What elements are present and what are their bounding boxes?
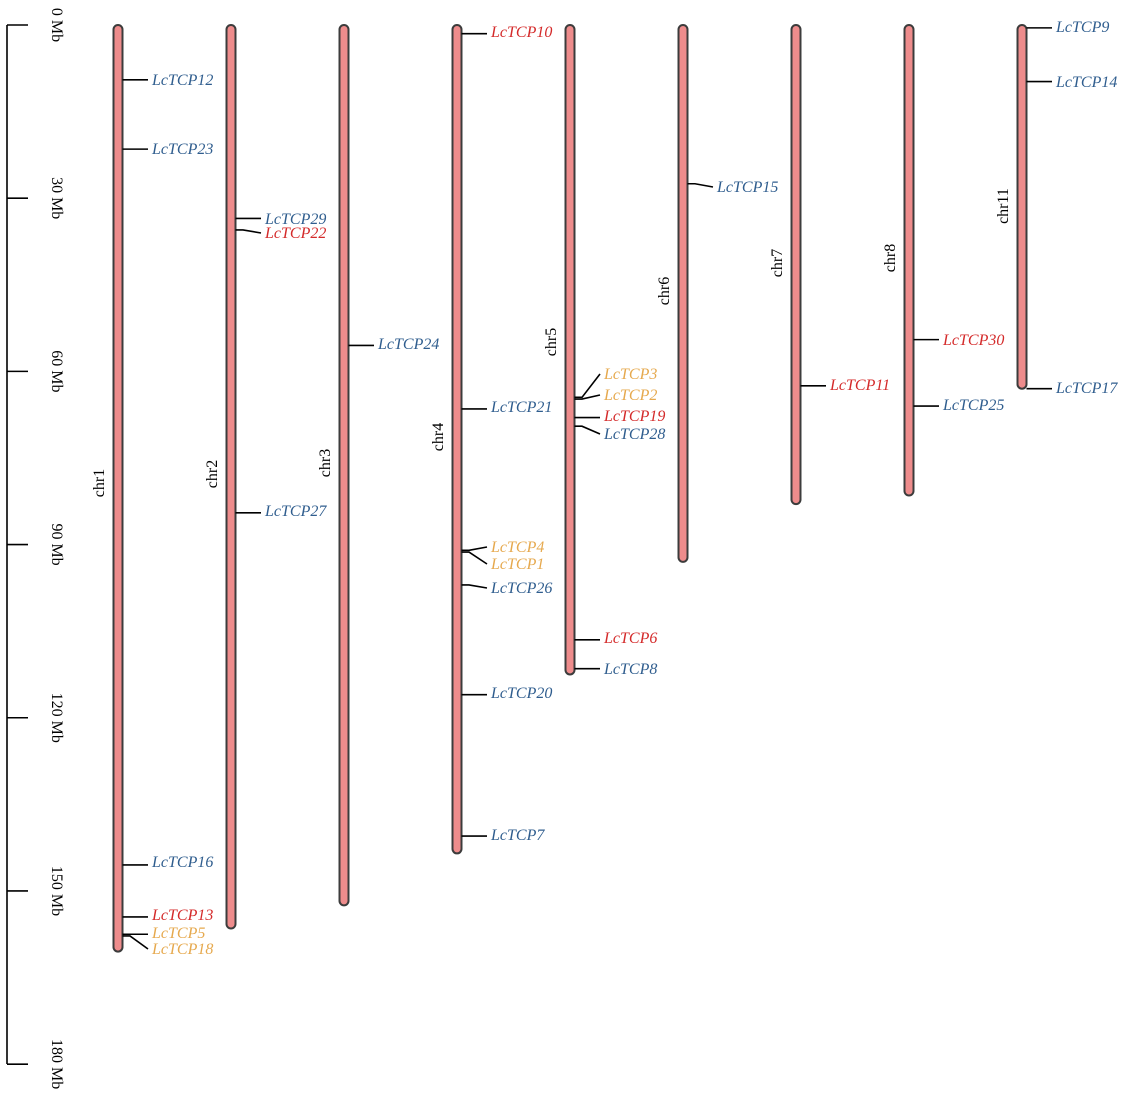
gene-label: LcTCP13 <box>151 907 213 924</box>
scale-tick-label: 150 Mb <box>48 866 65 916</box>
chromosome-bar <box>564 24 576 676</box>
chromosome-chr7: chr7 LcTCP11 <box>769 24 890 506</box>
chromosome-bar <box>1016 24 1028 390</box>
gene-connector <box>574 373 601 399</box>
scale-tick-label: 90 Mb <box>48 523 65 565</box>
gene-label: LcTCP10 <box>490 24 552 41</box>
gene-label: LcTCP5 <box>151 925 205 942</box>
chromosome-chr3: chr3 LcTCP24 <box>317 24 439 907</box>
gene-label: LcTCP2 <box>603 387 657 404</box>
scale-tick-label: 60 Mb <box>48 350 65 392</box>
gene-connector <box>235 229 262 234</box>
chromosome-bar <box>225 24 237 930</box>
scale-tick-label: 180 Mb <box>48 1039 65 1089</box>
gene-label: LcTCP6 <box>603 630 657 647</box>
chromosome-chr6: chr6 LcTCP15 <box>656 24 778 563</box>
chromosome-chr8: chr8 LcTCP30 LcTCP25 <box>882 24 1004 497</box>
gene-label: LcTCP21 <box>490 399 552 416</box>
gene-label: LcTCP23 <box>151 141 213 158</box>
gene-label: LcTCP25 <box>942 397 1004 414</box>
gene-label: LcTCP18 <box>151 941 213 958</box>
gene-label: LcTCP30 <box>942 332 1004 349</box>
chromosome-label: chr8 <box>882 244 899 272</box>
gene-connector <box>574 425 601 435</box>
gene-label: LcTCP7 <box>490 827 545 844</box>
gene-connector <box>574 394 601 400</box>
chromosome-bar <box>677 24 689 563</box>
chromosome-label: chr7 <box>769 249 786 277</box>
scale-tick-label: 30 Mb <box>48 177 65 219</box>
chromosome-chr1: chr1 LcTCP12 LcTCP23 LcTCP16 LcTCP13LcTCP5Lc… <box>91 24 213 958</box>
gene-label: LcTCP12 <box>151 72 213 89</box>
gene-connector <box>461 551 488 565</box>
scale-tick-label: 120 Mb <box>48 693 65 743</box>
chromosome-label: chr11 <box>995 188 1012 224</box>
chromosome-bar <box>112 24 124 953</box>
gene-label: LcTCP4 <box>490 539 544 556</box>
chromosome-label: chr1 <box>91 469 108 497</box>
gene-label: LcTCP15 <box>716 179 778 196</box>
gene-label: LcTCP26 <box>490 580 552 597</box>
gene-connector <box>687 182 714 188</box>
gene-label: LcTCP20 <box>490 685 552 702</box>
chromosome-label: chr5 <box>543 328 560 356</box>
gene-label: LcTCP17 <box>1055 380 1118 397</box>
chromosome-label: chr2 <box>204 460 221 488</box>
gene-label: LcTCP22 <box>264 225 326 242</box>
chromosome-chr11: chr11 LcTCP9 LcTCP14 LcTCP17 <box>995 19 1118 397</box>
chromosomes: chr1LcTCP12LcTCP23LcTCP16LcTCP13LcTCP5Lc… <box>91 19 1118 958</box>
gene-label: LcTCP8 <box>603 661 657 678</box>
gene-connector <box>461 546 488 552</box>
chromosome-bar <box>903 24 915 497</box>
gene-label: LcTCP16 <box>151 854 213 871</box>
gene-label: LcTCP28 <box>603 426 665 443</box>
gene-connector <box>122 935 149 950</box>
gene-label: LcTCP11 <box>829 377 890 394</box>
gene-label: LcTCP19 <box>603 408 665 425</box>
scale-bar: 0 Mb 30 Mb 60 Mb 90 Mb 120 Mb 150 Mb 180 Mb <box>6 8 65 1089</box>
gene-label: LcTCP1 <box>490 556 544 573</box>
gene-label: LcTCP27 <box>264 503 327 520</box>
chromosome-bar <box>790 24 802 506</box>
chromosome-label: chr6 <box>656 277 673 305</box>
gene-label: LcTCP14 <box>1055 74 1117 91</box>
gene-label: LcTCP9 <box>1055 19 1109 36</box>
gene-label: LcTCP29 <box>264 211 326 228</box>
chromosome-bar <box>338 24 350 907</box>
scale-tick-label: 0 Mb <box>48 8 65 42</box>
chromosome-label: chr4 <box>430 423 447 451</box>
chromosome-bar <box>451 24 463 855</box>
gene-connector <box>461 584 488 589</box>
chromosome-label: chr3 <box>317 449 334 477</box>
gene-label: LcTCP3 <box>603 366 657 383</box>
gene-label: LcTCP24 <box>377 336 439 353</box>
